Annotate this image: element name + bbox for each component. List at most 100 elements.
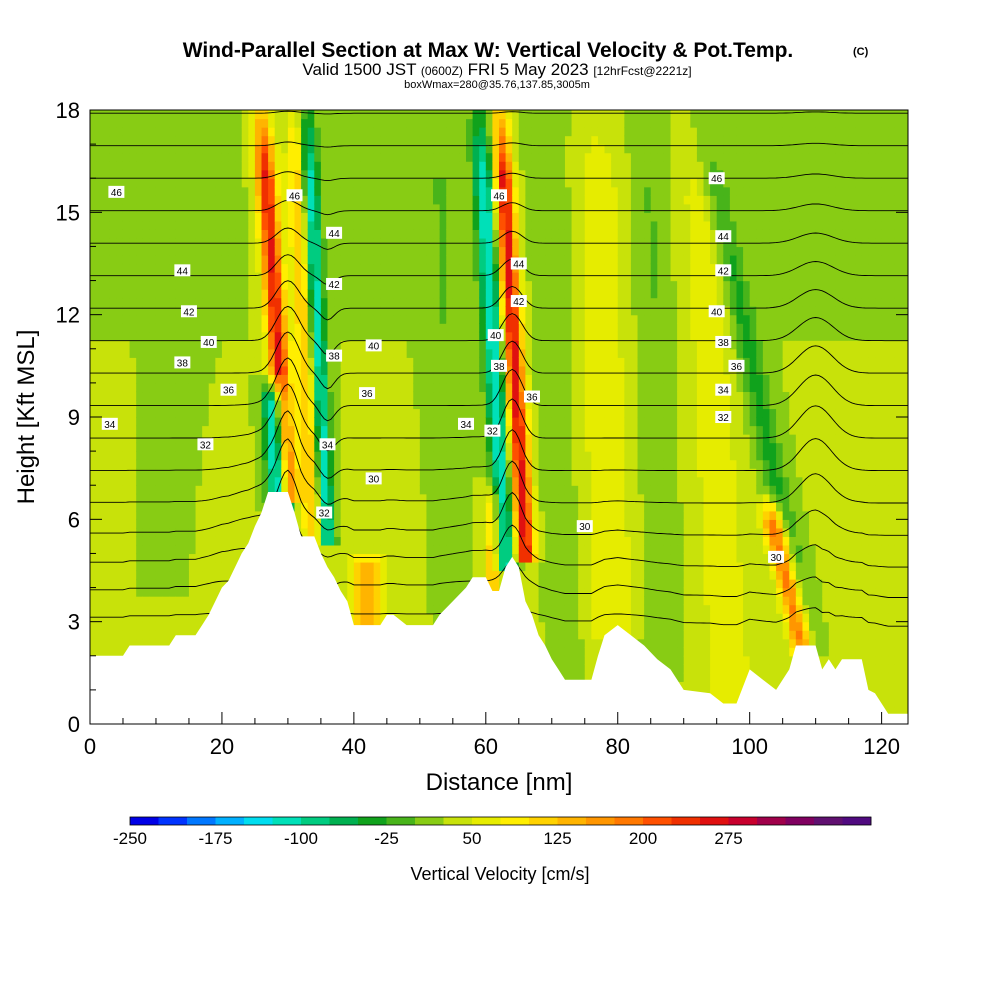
- velocity-cell: [281, 451, 289, 461]
- velocity-cell: [367, 178, 375, 188]
- velocity-cell: [439, 348, 447, 358]
- velocity-cell: [122, 630, 131, 640]
- velocity-cell: [136, 442, 144, 452]
- velocity-cell: [452, 434, 461, 444]
- velocity-cell: [479, 502, 487, 512]
- velocity-cell: [413, 297, 421, 307]
- velocity-cell: [393, 340, 401, 350]
- velocity-cell: [538, 459, 546, 469]
- velocity-cell: [459, 536, 467, 546]
- velocity-cell: [241, 178, 249, 188]
- velocity-cell: [479, 254, 487, 265]
- velocity-cell: [90, 468, 98, 478]
- velocity-cell: [406, 587, 414, 597]
- velocity-cell: [188, 408, 197, 418]
- velocity-cell: [221, 237, 230, 248]
- velocity-cell: [155, 579, 164, 589]
- velocity-cell: [367, 365, 375, 375]
- velocity-cell: [320, 374, 329, 384]
- velocity-cell: [241, 186, 249, 196]
- velocity-cell: [320, 459, 329, 469]
- velocity-cell: [531, 519, 540, 529]
- velocity-cell: [149, 519, 157, 529]
- velocity-cell: [400, 212, 408, 222]
- velocity-cell: [386, 195, 395, 205]
- velocity-cell: [538, 417, 546, 427]
- velocity-cell: [235, 152, 243, 162]
- velocity-cell: [466, 476, 474, 486]
- velocity-cell: [155, 425, 164, 435]
- velocity-cell: [155, 544, 164, 555]
- velocity-cell: [505, 357, 513, 367]
- velocity-cell: [327, 425, 335, 435]
- velocity-cell: [413, 331, 421, 341]
- velocity-cell: [215, 229, 223, 239]
- velocity-cell: [129, 237, 137, 248]
- velocity-cell: [386, 561, 395, 572]
- velocity-cell: [320, 527, 329, 537]
- velocity-cell: [208, 544, 216, 555]
- velocity-cell: [446, 280, 454, 290]
- velocity-cell: [235, 289, 243, 299]
- velocity-cell: [221, 476, 230, 486]
- velocity-cell: [340, 178, 348, 188]
- velocity-cell: [208, 579, 216, 589]
- velocity-cell: [301, 152, 309, 162]
- velocity-cell: [129, 314, 137, 324]
- velocity-cell: [314, 263, 322, 273]
- velocity-cell: [439, 417, 447, 427]
- velocity-cell: [334, 135, 342, 145]
- velocity-cell: [413, 459, 421, 469]
- velocity-cell: [419, 527, 428, 537]
- velocity-cell: [406, 519, 414, 529]
- velocity-cell: [215, 246, 223, 256]
- velocity-cell: [433, 357, 441, 367]
- velocity-cell: [155, 485, 164, 495]
- velocity-cell: [241, 144, 249, 154]
- velocity-cell: [426, 186, 434, 196]
- velocity-cell: [208, 169, 216, 179]
- velocity-cell: [169, 570, 177, 580]
- velocity-cell: [136, 399, 144, 410]
- velocity-cell: [314, 272, 322, 282]
- velocity-cell: [287, 178, 296, 188]
- velocity-cell: [215, 135, 223, 145]
- velocity-cell: [531, 425, 540, 435]
- velocity-cell: [116, 502, 124, 512]
- velocity-cell: [545, 544, 553, 555]
- velocity-cell: [129, 399, 137, 410]
- velocity-cell: [301, 331, 309, 341]
- velocity-cell: [406, 314, 414, 324]
- velocity-cell: [393, 331, 401, 341]
- velocity-cell: [228, 561, 236, 572]
- velocity-cell: [301, 348, 309, 358]
- velocity-cell: [307, 314, 315, 324]
- velocity-cell: [241, 254, 249, 265]
- velocity-cell: [228, 331, 236, 341]
- velocity-cell: [241, 391, 249, 401]
- velocity-cell: [327, 451, 335, 461]
- velocity-cell: [103, 493, 111, 503]
- velocity-cell: [512, 340, 520, 350]
- velocity-cell: [512, 553, 520, 563]
- velocity-cell: [248, 357, 256, 367]
- velocity-cell: [136, 425, 144, 435]
- valid-time-line: Valid 1500 JST (0600Z) FRI 5 May 2023 [1…: [302, 60, 691, 79]
- velocity-cell: [400, 127, 408, 137]
- velocity-cell: [525, 229, 533, 239]
- velocity-cell: [195, 135, 203, 145]
- velocity-cell: [413, 348, 421, 358]
- velocity-cell: [439, 144, 447, 154]
- velocity-cell: [241, 527, 249, 537]
- velocity-cell: [188, 476, 197, 486]
- velocity-cell: [419, 127, 428, 137]
- velocity-cell: [96, 476, 104, 486]
- velocity-cell: [90, 604, 98, 614]
- velocity-cell: [96, 587, 104, 597]
- velocity-cell: [208, 203, 216, 213]
- velocity-cell: [228, 186, 236, 196]
- velocity-cell: [202, 314, 210, 324]
- velocity-cell: [188, 212, 197, 222]
- velocity-cell: [446, 536, 454, 546]
- velocity-cell: [499, 323, 507, 333]
